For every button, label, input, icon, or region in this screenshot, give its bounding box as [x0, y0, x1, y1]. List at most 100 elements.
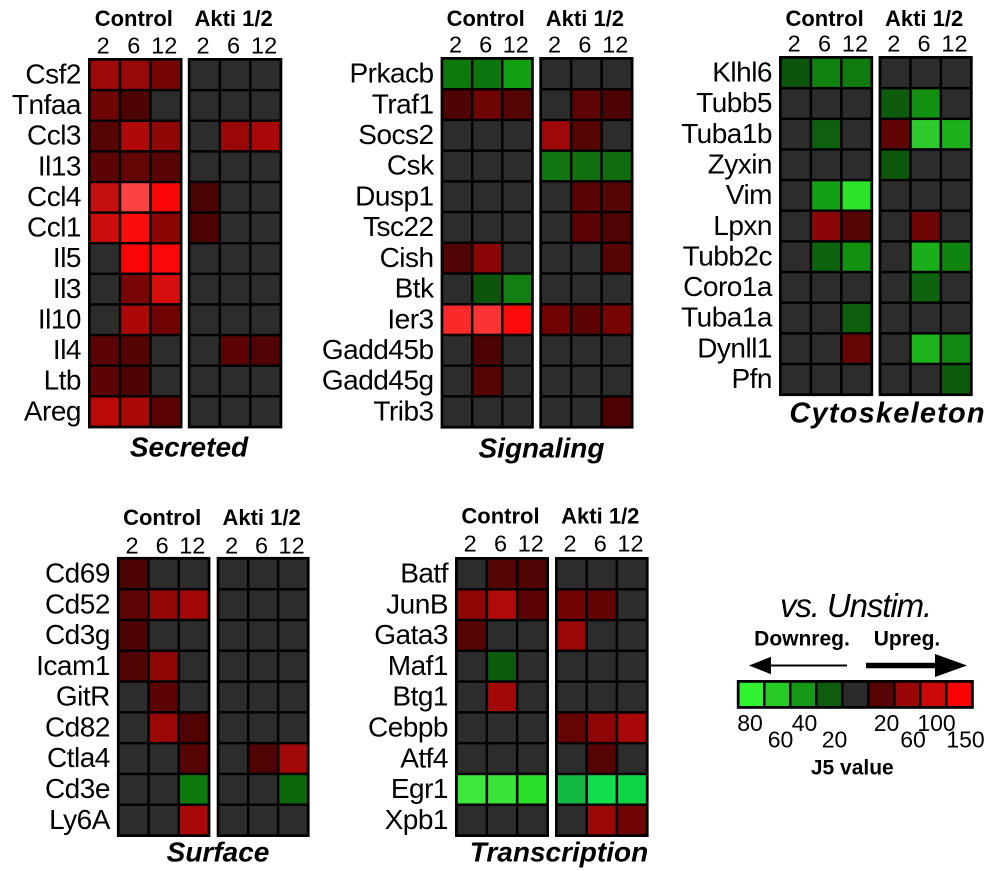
svg-text:6: 6: [156, 533, 169, 559]
svg-text:Ccl4: Ccl4: [27, 181, 81, 212]
svg-text:2: 2: [225, 533, 238, 559]
svg-text:2: 2: [97, 32, 110, 58]
svg-text:Il3: Il3: [53, 273, 81, 304]
svg-text:Tsc22: Tsc22: [363, 211, 434, 242]
svg-text:Tubb5: Tubb5: [696, 87, 772, 118]
svg-text:12: 12: [842, 31, 868, 57]
svg-text:Downreg.: Downreg.: [754, 628, 850, 651]
svg-text:Prkacb: Prkacb: [349, 58, 433, 89]
svg-text:Maf1: Maf1: [388, 650, 448, 681]
svg-text:Batf: Batf: [400, 558, 449, 589]
svg-text:12: 12: [503, 32, 529, 58]
svg-text:Signaling: Signaling: [479, 433, 605, 464]
svg-text:Akti 1/2: Akti 1/2: [546, 6, 624, 31]
svg-text:Coro1a: Coro1a: [683, 271, 773, 302]
svg-text:150: 150: [946, 727, 984, 753]
svg-text:Control: Control: [447, 6, 525, 31]
svg-text:Ccl3: Ccl3: [27, 120, 81, 151]
svg-text:Dusp1: Dusp1: [355, 180, 433, 211]
svg-text:Cd3g: Cd3g: [45, 619, 110, 650]
svg-text:Trib3: Trib3: [373, 395, 433, 426]
svg-text:Secreted: Secreted: [130, 432, 249, 463]
svg-text:Ltb: Ltb: [44, 365, 81, 396]
svg-text:2: 2: [464, 531, 477, 557]
svg-text:12: 12: [602, 32, 628, 58]
svg-text:Tuba1b: Tuba1b: [681, 118, 772, 149]
svg-text:Control: Control: [123, 505, 201, 530]
svg-text:6: 6: [227, 32, 240, 58]
svg-text:Tubb2c: Tubb2c: [683, 240, 773, 271]
svg-text:6: 6: [578, 32, 591, 58]
svg-text:6: 6: [255, 533, 268, 559]
svg-text:Vim: Vim: [726, 179, 772, 210]
svg-text:Ccl1: Ccl1: [27, 212, 81, 243]
svg-text:Cish: Cish: [380, 242, 434, 273]
svg-text:Control: Control: [461, 504, 539, 529]
svg-text:Icam1: Icam1: [36, 650, 110, 681]
svg-text:Il10: Il10: [38, 303, 81, 334]
svg-text:Btg1: Btg1: [392, 681, 448, 712]
svg-text:100: 100: [917, 710, 955, 736]
svg-text:Il13: Il13: [38, 150, 81, 181]
svg-text:Socs2: Socs2: [358, 119, 433, 150]
svg-text:Control: Control: [95, 6, 173, 31]
svg-text:Surface: Surface: [167, 837, 270, 868]
svg-text:Traf1: Traf1: [372, 88, 434, 119]
svg-text:Cd52: Cd52: [45, 588, 110, 619]
svg-text:Dynll1: Dynll1: [697, 332, 772, 363]
svg-text:2: 2: [197, 32, 210, 58]
svg-text:6: 6: [594, 531, 607, 557]
svg-text:Akti 1/2: Akti 1/2: [561, 504, 639, 529]
svg-text:12: 12: [279, 533, 305, 559]
svg-text:Ier3: Ier3: [387, 303, 433, 334]
svg-text:2: 2: [548, 32, 561, 58]
svg-text:Atf4: Atf4: [400, 742, 448, 773]
svg-text:Csf2: Csf2: [25, 59, 81, 90]
svg-text:6: 6: [479, 32, 492, 58]
svg-text:Transcription: Transcription: [470, 837, 648, 868]
svg-text:Akti 1/2: Akti 1/2: [885, 6, 963, 31]
svg-text:Cd82: Cd82: [45, 711, 110, 742]
svg-text:Cytoskeleton: Cytoskeleton: [789, 398, 986, 430]
svg-text:J5 value: J5 value: [811, 757, 894, 780]
svg-text:Cd69: Cd69: [45, 558, 110, 589]
svg-text:Cd3e: Cd3e: [45, 773, 110, 804]
svg-text:Akti 1/2: Akti 1/2: [194, 6, 272, 31]
svg-text:Tuba1a: Tuba1a: [681, 302, 773, 333]
svg-text:Ctla4: Ctla4: [47, 742, 110, 773]
svg-text:6: 6: [127, 32, 140, 58]
svg-text:GitR: GitR: [56, 681, 110, 712]
svg-text:12: 12: [179, 533, 205, 559]
svg-text:Areg: Areg: [24, 395, 81, 426]
svg-text:6: 6: [818, 31, 831, 57]
svg-text:2: 2: [564, 531, 577, 557]
svg-text:80: 80: [737, 710, 763, 736]
svg-text:2: 2: [887, 31, 900, 57]
svg-text:Pfn: Pfn: [731, 363, 772, 394]
svg-text:2: 2: [788, 31, 801, 57]
svg-text:Gata3: Gata3: [374, 619, 448, 650]
svg-text:6: 6: [494, 531, 507, 557]
svg-text:60: 60: [768, 727, 794, 753]
svg-text:40: 40: [792, 710, 818, 736]
svg-text:Lpxn: Lpxn: [713, 210, 772, 241]
svg-text:Xpb1: Xpb1: [385, 804, 448, 835]
svg-text:vs. Unstim.: vs. Unstim.: [780, 587, 931, 624]
svg-text:Csk: Csk: [387, 150, 435, 181]
svg-text:Ly6A: Ly6A: [49, 804, 111, 835]
svg-text:12: 12: [251, 32, 277, 58]
svg-text:Tnfaa: Tnfaa: [12, 89, 82, 120]
svg-text:12: 12: [617, 531, 643, 557]
svg-text:Akti 1/2: Akti 1/2: [222, 505, 300, 530]
svg-text:12: 12: [518, 531, 544, 557]
svg-text:20: 20: [874, 710, 900, 736]
svg-text:Egr1: Egr1: [391, 773, 448, 804]
svg-text:Upreg.: Upreg.: [874, 628, 941, 651]
svg-text:Gadd45g: Gadd45g: [322, 365, 434, 396]
svg-text:JunB: JunB: [386, 588, 448, 619]
svg-text:20: 20: [822, 727, 848, 753]
svg-text:12: 12: [151, 32, 177, 58]
svg-text:Il4: Il4: [53, 334, 81, 365]
svg-text:Zyxin: Zyxin: [708, 149, 772, 180]
svg-text:Control: Control: [785, 6, 863, 31]
